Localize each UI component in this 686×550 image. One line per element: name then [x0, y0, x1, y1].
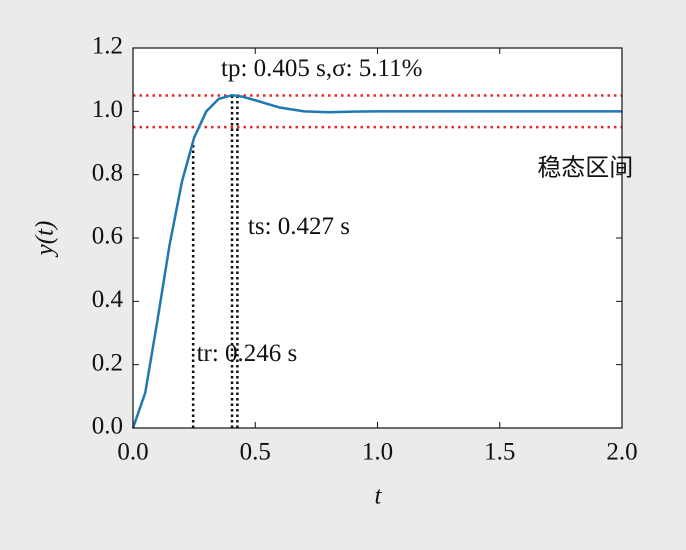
x-tick-label: 0.0 — [117, 439, 148, 466]
x-tick-label: 1.0 — [362, 439, 393, 466]
x-tick-label: 1.5 — [484, 439, 515, 466]
y-tick-label: 0.4 — [92, 286, 124, 313]
response-curve — [131, 93, 622, 429]
y-tick-label: 0.2 — [92, 349, 123, 376]
y-tick-label: 0.6 — [92, 223, 123, 250]
x-tick-label: 2.0 — [606, 439, 637, 466]
y-tick-label: 0.0 — [92, 413, 123, 440]
y-tick-label: 0.8 — [92, 159, 123, 186]
x-tick-label: 0.5 — [240, 439, 271, 466]
annotation: 稳态区间 — [537, 153, 633, 181]
annotation: ts: 0.427 s — [248, 213, 350, 240]
annotation: tp: 0.405 s,σ: 5.11% — [221, 55, 422, 82]
y-tick-label: 1.0 — [92, 96, 123, 123]
y-tick-label: 1.2 — [92, 33, 123, 60]
plot-area — [133, 48, 622, 428]
plot-frame — [132, 47, 623, 429]
y-axis-label: y(t) — [32, 221, 59, 259]
x-axis-label: t — [375, 483, 383, 510]
annotation: tr: 0.246 s — [197, 340, 298, 367]
